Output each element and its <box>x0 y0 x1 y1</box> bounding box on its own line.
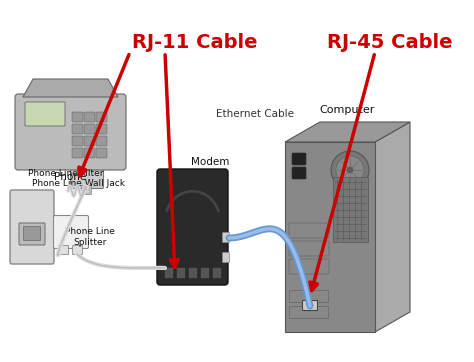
FancyBboxPatch shape <box>54 215 89 248</box>
FancyBboxPatch shape <box>96 112 107 122</box>
FancyBboxPatch shape <box>72 124 83 134</box>
FancyBboxPatch shape <box>82 185 91 194</box>
FancyBboxPatch shape <box>96 148 107 158</box>
FancyBboxPatch shape <box>289 241 329 256</box>
FancyBboxPatch shape <box>84 136 95 146</box>
FancyBboxPatch shape <box>24 227 40 240</box>
FancyBboxPatch shape <box>285 142 375 332</box>
Text: RJ-11 Cable: RJ-11 Cable <box>132 33 258 51</box>
Text: RJ-45 Cable: RJ-45 Cable <box>327 33 453 51</box>
FancyBboxPatch shape <box>290 290 328 303</box>
Text: Ethernet Cable: Ethernet Cable <box>216 109 294 119</box>
Text: Computer: Computer <box>320 105 375 115</box>
Bar <box>177 268 185 278</box>
Polygon shape <box>23 79 118 97</box>
FancyBboxPatch shape <box>84 112 95 122</box>
FancyBboxPatch shape <box>73 245 82 254</box>
Polygon shape <box>375 122 410 332</box>
Bar <box>165 268 173 278</box>
Text: Phone Line Wall Jack: Phone Line Wall Jack <box>32 180 125 189</box>
FancyBboxPatch shape <box>58 245 69 254</box>
Bar <box>189 268 197 278</box>
FancyBboxPatch shape <box>157 169 228 285</box>
FancyBboxPatch shape <box>290 307 328 319</box>
FancyBboxPatch shape <box>19 223 45 245</box>
FancyBboxPatch shape <box>15 94 126 170</box>
FancyBboxPatch shape <box>72 112 83 122</box>
FancyBboxPatch shape <box>292 153 306 165</box>
Circle shape <box>336 156 364 184</box>
FancyBboxPatch shape <box>222 253 229 262</box>
Text: Modem: Modem <box>191 157 230 167</box>
Bar <box>201 268 209 278</box>
Circle shape <box>331 151 369 189</box>
FancyBboxPatch shape <box>96 136 107 146</box>
Text: Phone Line
Splitter: Phone Line Splitter <box>65 227 115 247</box>
Text: Phone Line Filter: Phone Line Filter <box>28 169 103 178</box>
FancyBboxPatch shape <box>84 124 95 134</box>
FancyBboxPatch shape <box>10 190 54 264</box>
FancyBboxPatch shape <box>25 102 65 126</box>
FancyBboxPatch shape <box>84 148 95 158</box>
FancyBboxPatch shape <box>71 168 103 189</box>
Text: Phone: Phone <box>55 172 87 182</box>
Polygon shape <box>285 122 410 142</box>
FancyBboxPatch shape <box>302 300 318 311</box>
FancyBboxPatch shape <box>289 259 329 274</box>
FancyBboxPatch shape <box>222 232 229 243</box>
FancyBboxPatch shape <box>72 136 83 146</box>
FancyBboxPatch shape <box>292 167 306 179</box>
FancyBboxPatch shape <box>72 148 83 158</box>
Circle shape <box>347 167 353 173</box>
Bar <box>213 268 221 278</box>
FancyBboxPatch shape <box>289 223 329 238</box>
FancyBboxPatch shape <box>96 124 107 134</box>
Bar <box>333 177 368 242</box>
